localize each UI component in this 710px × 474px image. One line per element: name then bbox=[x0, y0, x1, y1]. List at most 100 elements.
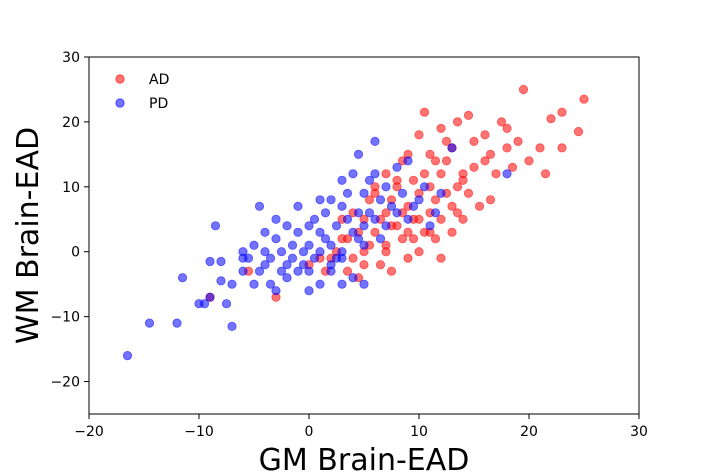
point-pd-62 bbox=[353, 208, 364, 218]
point-pd-65 bbox=[359, 221, 369, 231]
point-pd-39 bbox=[304, 266, 314, 276]
point-ad-95 bbox=[452, 208, 463, 218]
point-pd-6 bbox=[205, 256, 215, 267]
point-pd-48 bbox=[326, 240, 336, 250]
point-ad-58 bbox=[480, 130, 490, 140]
x-tick-label: −20 bbox=[74, 424, 104, 440]
point-pd-38 bbox=[304, 221, 314, 231]
point-ad-76 bbox=[392, 175, 402, 185]
point-ad-59 bbox=[485, 195, 496, 205]
point-ad-28 bbox=[408, 234, 419, 244]
point-pd-19 bbox=[254, 201, 265, 211]
y-axis-label: WM Brain-EAD bbox=[11, 127, 46, 344]
point-pd-56 bbox=[342, 214, 353, 224]
point-pd-87 bbox=[447, 143, 457, 153]
point-pd-63 bbox=[353, 149, 364, 159]
point-pd-43 bbox=[315, 247, 325, 257]
point-ad-17 bbox=[381, 208, 391, 218]
point-pd-47 bbox=[320, 208, 331, 218]
point-pd-17 bbox=[249, 240, 259, 250]
x-tick-label: 10 bbox=[410, 424, 428, 440]
point-pd-22 bbox=[265, 253, 276, 263]
point-ad-15 bbox=[375, 260, 386, 270]
point-ad-75 bbox=[370, 188, 380, 198]
y-tick-label: −20 bbox=[50, 375, 80, 391]
point-ad-84 bbox=[414, 247, 424, 257]
point-ad-32 bbox=[414, 130, 424, 140]
point-pd-40 bbox=[304, 240, 314, 250]
point-ad-57 bbox=[480, 156, 490, 166]
point-ad-7 bbox=[342, 266, 353, 276]
point-pd-95 bbox=[337, 253, 347, 263]
point-ad-42 bbox=[436, 169, 446, 179]
point-pd-55 bbox=[337, 175, 347, 185]
point-ad-19 bbox=[386, 266, 397, 276]
point-pd-78 bbox=[397, 188, 408, 198]
point-ad-89 bbox=[502, 123, 512, 133]
point-pd-70 bbox=[370, 214, 380, 224]
point-ad-86 bbox=[458, 175, 468, 185]
point-pd-61 bbox=[353, 234, 364, 244]
point-ad-68 bbox=[546, 114, 556, 124]
point-pd-82 bbox=[414, 195, 424, 205]
point-pd-14 bbox=[238, 266, 248, 276]
point-pd-88 bbox=[502, 169, 512, 179]
point-ad-14 bbox=[370, 227, 380, 237]
point-pd-1 bbox=[144, 318, 155, 328]
point-ad-47 bbox=[447, 201, 457, 211]
point-pd-57 bbox=[342, 188, 353, 198]
y-tick-label: 10 bbox=[62, 180, 80, 196]
y-tick-label: 0 bbox=[71, 245, 80, 261]
point-pd-84 bbox=[425, 221, 435, 231]
point-pd-81 bbox=[408, 201, 419, 211]
point-ad-46 bbox=[447, 227, 457, 237]
point-ad-55 bbox=[469, 136, 479, 146]
point-pd-91 bbox=[326, 266, 336, 276]
point-pd-37 bbox=[298, 260, 309, 270]
point-pd-11 bbox=[227, 321, 237, 331]
point-pd-76 bbox=[392, 208, 402, 218]
point-ad-43 bbox=[436, 123, 446, 133]
point-ad-49 bbox=[452, 182, 463, 192]
point-pd-30 bbox=[282, 221, 292, 231]
point-pd-94 bbox=[315, 195, 325, 205]
legend-label-pd: PD bbox=[149, 96, 168, 112]
legend: AD PD bbox=[115, 72, 169, 112]
point-ad-50 bbox=[452, 117, 463, 127]
point-pd-36 bbox=[298, 247, 309, 257]
point-pd-46 bbox=[320, 234, 331, 244]
point-pd-66 bbox=[359, 279, 369, 289]
point-ad-81 bbox=[342, 234, 353, 244]
point-ad-88 bbox=[485, 149, 496, 159]
point-ad-85 bbox=[436, 253, 446, 263]
point-pd-85 bbox=[430, 208, 441, 218]
x-axis-ticks: −20 −10 0 10 20 30 bbox=[74, 414, 648, 440]
point-ad-66 bbox=[535, 143, 545, 153]
point-ad-35 bbox=[419, 107, 430, 117]
point-ad-90 bbox=[524, 156, 534, 166]
x-axis-label: GM Brain-EAD bbox=[259, 443, 470, 474]
point-pd-92 bbox=[337, 279, 347, 289]
point-ad-51 bbox=[458, 214, 468, 224]
point-pd-34 bbox=[293, 201, 303, 211]
point-ad-70 bbox=[557, 143, 567, 153]
point-ad-64 bbox=[513, 136, 523, 146]
point-ad-71 bbox=[573, 127, 584, 137]
point-pd-8 bbox=[216, 276, 226, 286]
point-ad-62 bbox=[502, 143, 512, 153]
point-ad-34 bbox=[419, 169, 430, 179]
y-tick-label: −10 bbox=[50, 310, 80, 326]
point-ad-29 bbox=[408, 175, 419, 185]
legend-label-ad: AD bbox=[149, 72, 169, 88]
point-pd-90 bbox=[304, 286, 314, 296]
point-ad-53 bbox=[463, 188, 474, 198]
point-pd-69 bbox=[370, 136, 380, 146]
point-pd-25 bbox=[271, 234, 281, 244]
point-pd-33 bbox=[293, 266, 303, 276]
point-pd-59 bbox=[348, 273, 358, 283]
point-pd-97 bbox=[238, 253, 248, 263]
point-pd-41 bbox=[309, 253, 320, 263]
point-pd-0 bbox=[122, 350, 133, 361]
point-ad-69 bbox=[557, 107, 567, 117]
